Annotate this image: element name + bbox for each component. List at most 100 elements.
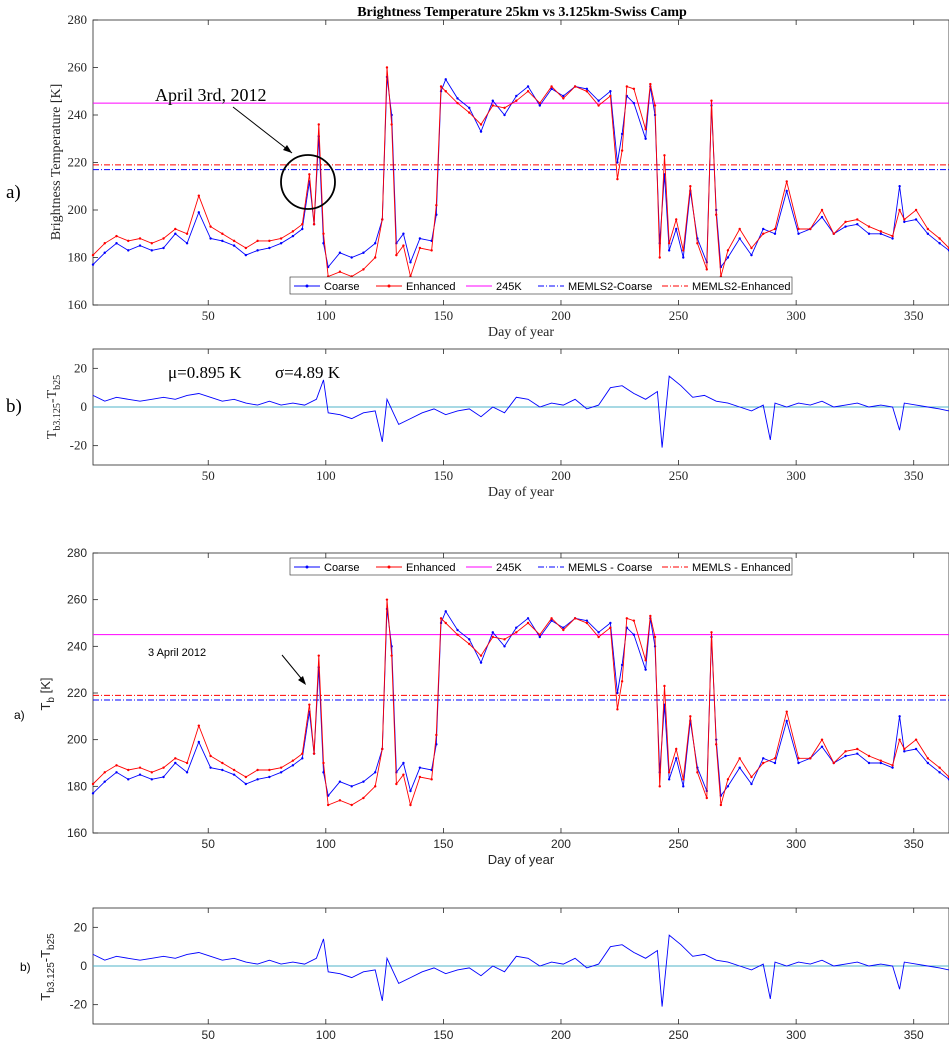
series-enhanced-point	[439, 85, 443, 88]
series-enhanced-point	[938, 237, 941, 240]
x-tick-label: 50	[202, 468, 215, 483]
y-tick-label: 240	[67, 639, 87, 653]
series-coarse-point	[103, 780, 106, 783]
series-enhanced-point	[750, 246, 753, 250]
series-enhanced-point	[879, 759, 883, 762]
series-enhanced-point	[632, 619, 636, 622]
series-enhanced-point	[625, 85, 629, 88]
series-enhanced-point	[162, 237, 165, 240]
series-enhanced-point	[632, 87, 636, 91]
series-enhanced-point	[644, 128, 647, 131]
series-coarse-point	[891, 237, 894, 240]
series-enhanced-point	[903, 747, 906, 751]
y-tick-label: -20	[70, 438, 87, 453]
series-enhanced-point	[362, 268, 365, 271]
series-enhanced-point	[797, 227, 800, 231]
series-enhanced-point	[91, 782, 95, 786]
series-enhanced-point	[503, 106, 506, 110]
series-enhanced-point	[291, 759, 295, 762]
series-enhanced-point	[127, 239, 130, 243]
annotation-circle	[280, 154, 336, 210]
series-enhanced-point	[373, 785, 377, 788]
series-coarse-point	[456, 97, 459, 100]
series-enhanced-point	[317, 654, 320, 657]
series-enhanced-point	[663, 154, 666, 157]
x-tick-label: 250	[669, 468, 689, 483]
series-enhanced-point	[174, 227, 177, 231]
series-enhanced-point	[616, 708, 619, 711]
series-enhanced-point	[785, 180, 788, 183]
series-coarse-point	[585, 87, 589, 91]
series-coarse-point	[675, 757, 678, 760]
x-tick-label: 350	[904, 308, 924, 323]
y-tick-label: 280	[67, 546, 87, 560]
series-enhanced-point	[373, 256, 377, 259]
series-enhanced-point	[301, 223, 304, 226]
series-enhanced-point	[867, 225, 871, 228]
series-enhanced-point	[898, 208, 901, 212]
series-coarse-point	[797, 761, 800, 765]
series-enhanced-point	[338, 270, 342, 273]
x-tick-label: 250	[669, 1028, 689, 1042]
series-coarse-point	[291, 764, 295, 767]
series-coarse-point	[609, 621, 612, 625]
series-enhanced-point	[550, 617, 553, 620]
series-enhanced-point	[91, 253, 95, 257]
series-enhanced-point	[585, 621, 589, 625]
series-coarse-point	[616, 691, 619, 695]
axes-top_diff: 50 100 150 200 250 300 350 -20 0 20 Day of year	[70, 348, 949, 500]
series-enhanced-point	[301, 752, 304, 755]
series-coarse-point	[644, 668, 647, 671]
series-enhanced-point	[127, 768, 130, 772]
series-coarse-point	[675, 227, 678, 231]
annotation-arrowhead	[283, 145, 292, 153]
series-difference	[92, 934, 949, 1007]
series-coarse-point	[750, 253, 753, 257]
series-coarse-point	[938, 242, 941, 245]
series-coarse-point	[491, 99, 494, 102]
series-enhanced-point	[705, 268, 708, 271]
series-enhanced-point	[221, 232, 224, 235]
panel-label-b-2: b)	[20, 960, 31, 974]
series-enhanced-point	[308, 703, 311, 706]
series-enhanced-point	[312, 223, 316, 226]
series-coarse-point	[103, 251, 106, 254]
series-enhanced-point	[312, 752, 316, 755]
series-coarse-point	[162, 775, 165, 779]
series-enhanced-point	[762, 232, 765, 235]
series-enhanced-point	[844, 750, 847, 753]
series-enhanced-point	[898, 738, 901, 741]
series-enhanced-point	[797, 757, 800, 760]
series-enhanced-point	[710, 99, 713, 102]
series-enhanced-point	[597, 104, 600, 107]
series-enhanced-point	[820, 208, 824, 212]
series-enhanced-point	[435, 733, 438, 737]
series-enhanced-point	[138, 237, 142, 240]
series-enhanced-point	[308, 173, 311, 176]
series-enhanced-point	[221, 761, 224, 765]
series-coarse-point	[926, 761, 930, 765]
series-enhanced-point	[430, 249, 433, 252]
legend-label: MEMLS - Coarse	[568, 562, 652, 574]
series-coarse-point	[820, 745, 824, 748]
series-coarse-point	[515, 626, 518, 629]
series-coarse-point	[750, 782, 753, 786]
x-tick-label: 50	[202, 308, 215, 323]
x-tick-label: 200	[551, 837, 571, 851]
panel-label-a: a)	[6, 182, 21, 203]
series-coarse-point	[491, 631, 494, 634]
y-tick-label: 200	[67, 733, 87, 747]
series-enhanced-point	[653, 104, 657, 107]
y-tick-label: 260	[68, 60, 88, 75]
series-enhanced-point	[103, 242, 106, 245]
series-enhanced-point	[479, 123, 483, 126]
series-coarse-point	[91, 263, 95, 266]
series-coarse-point	[597, 99, 600, 102]
series-coarse-point	[409, 789, 412, 793]
series-enhanced-point	[738, 227, 741, 231]
legend-label: 245K	[496, 281, 522, 293]
series-coarse-point	[350, 785, 353, 788]
series-coarse-point	[526, 617, 530, 620]
series-coarse-point	[903, 750, 906, 753]
